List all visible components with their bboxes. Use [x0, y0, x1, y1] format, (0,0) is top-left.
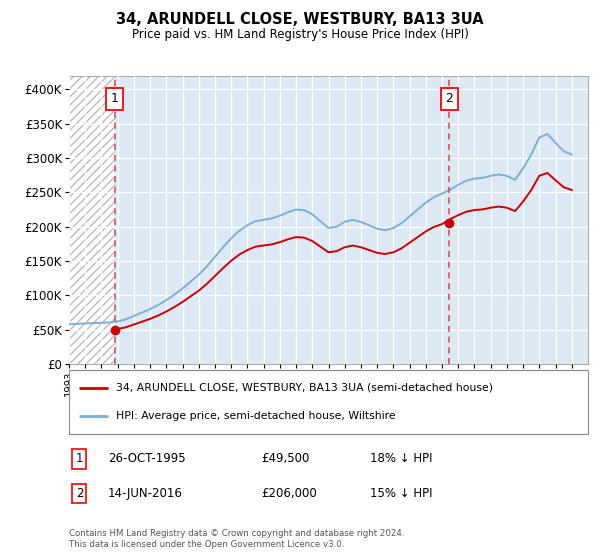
- Text: 15% ↓ HPI: 15% ↓ HPI: [370, 487, 433, 500]
- Bar: [69, 76, 115, 364]
- Text: 26-OCT-1995: 26-OCT-1995: [108, 452, 185, 465]
- FancyBboxPatch shape: [69, 370, 588, 434]
- Text: Contains HM Land Registry data © Crown copyright and database right 2024.
This d: Contains HM Land Registry data © Crown c…: [69, 529, 404, 549]
- Text: 14-JUN-2016: 14-JUN-2016: [108, 487, 183, 500]
- Text: 18% ↓ HPI: 18% ↓ HPI: [370, 452, 433, 465]
- Text: £206,000: £206,000: [261, 487, 317, 500]
- Text: 2: 2: [445, 92, 453, 105]
- Text: 1: 1: [111, 92, 119, 105]
- Text: 34, ARUNDELL CLOSE, WESTBURY, BA13 3UA (semi-detached house): 34, ARUNDELL CLOSE, WESTBURY, BA13 3UA (…: [116, 382, 493, 393]
- Text: 2: 2: [76, 487, 83, 500]
- Text: Price paid vs. HM Land Registry's House Price Index (HPI): Price paid vs. HM Land Registry's House …: [131, 28, 469, 41]
- Text: HPI: Average price, semi-detached house, Wiltshire: HPI: Average price, semi-detached house,…: [116, 411, 395, 421]
- Text: £49,500: £49,500: [261, 452, 310, 465]
- Text: 1: 1: [76, 452, 83, 465]
- Text: 34, ARUNDELL CLOSE, WESTBURY, BA13 3UA: 34, ARUNDELL CLOSE, WESTBURY, BA13 3UA: [116, 12, 484, 27]
- Bar: [115, 76, 588, 364]
